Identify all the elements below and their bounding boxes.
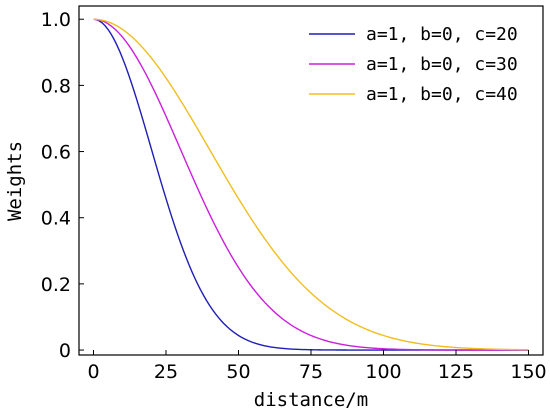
legend: a=1, b=0, c=20 a=1, b=0, c=30 a=1, b=0, c=…: [309, 24, 518, 105]
x-tick-label: 25: [154, 361, 178, 383]
legend-label: a=1, b=0, c=30: [366, 54, 518, 75]
y-tick-label: 0.2: [41, 274, 71, 296]
x-tick-label: 75: [299, 361, 323, 383]
y-tick-label: 0: [59, 340, 71, 362]
legend-label: a=1, b=0, c=20: [366, 24, 518, 45]
x-tick-label: 0: [87, 361, 99, 383]
x-tick-label: 100: [365, 361, 401, 383]
y-tick-label: 0.6: [41, 142, 71, 164]
legend-label: a=1, b=0, c=40: [366, 84, 518, 105]
x-tick-label: 150: [510, 361, 546, 383]
x-tick-label: 50: [226, 361, 250, 383]
series-line-2: [93, 18, 529, 351]
y-axis-ticks: 0 0.2 0.4 0.6 0.8 1.0: [41, 9, 84, 362]
x-tick-label: 125: [438, 361, 474, 383]
x-axis-title: distance/m: [254, 389, 368, 411]
y-axis-title: Weights: [4, 141, 26, 221]
y-tick-label: 0.4: [41, 208, 71, 230]
series-line-3: [93, 18, 529, 351]
x-axis-ticks: 0 25 50 75 100 125 150: [87, 350, 547, 383]
y-tick-label: 1.0: [41, 9, 71, 31]
y-tick-label: 0.8: [41, 75, 71, 97]
